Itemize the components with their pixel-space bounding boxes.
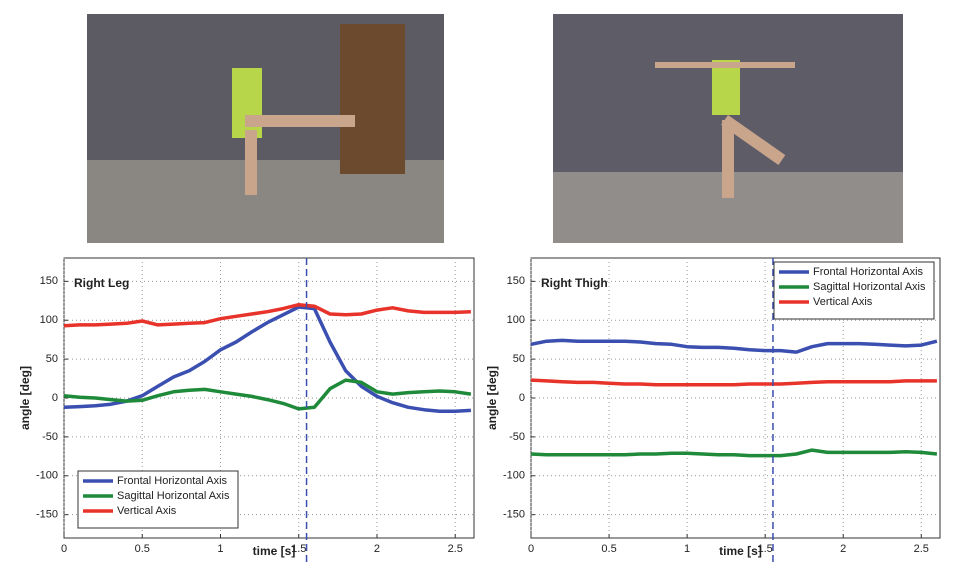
- legend-label: Frontal Horizontal Axis: [117, 475, 228, 487]
- y-tick-label: 0: [519, 392, 525, 404]
- person-shirt: [232, 68, 262, 138]
- y-tick-label: 100: [40, 314, 58, 326]
- x-tick-label: 0.5: [135, 543, 150, 555]
- chart: -150 -100 -50 0 50 100 150 0 0.5 1 1.5 2 2.5 time [s]…: [485, 257, 941, 563]
- legend-label: Sagittal Horizontal Axis: [117, 490, 230, 502]
- legend-label: Frontal Horizontal Axis: [813, 266, 924, 278]
- legend-label: Vertical Axis: [813, 296, 873, 308]
- y-tick-label: 100: [507, 314, 525, 326]
- data-line: [530, 378, 937, 387]
- x-tick-label: 1: [684, 543, 690, 555]
- data-line: [63, 378, 472, 411]
- y-tick-label: -100: [503, 470, 525, 482]
- x-tick-label: 0: [528, 543, 534, 555]
- legend-label: Sagittal Horizontal Axis: [813, 281, 926, 293]
- data-line: [530, 338, 938, 354]
- photo-right: [553, 14, 903, 243]
- person-arms: [655, 62, 795, 68]
- y-tick-label: -150: [503, 509, 525, 521]
- y-tick-label: 150: [40, 275, 58, 287]
- x-tick-label: 2: [374, 543, 380, 555]
- person-leg: [245, 115, 355, 127]
- y-tick-label: -100: [36, 470, 58, 482]
- data-line: [530, 448, 938, 458]
- person-leg: [245, 130, 257, 195]
- y-tick-label: 0: [52, 392, 58, 404]
- y-tick-label: 150: [507, 275, 525, 287]
- x-tick-label: 1.5: [291, 543, 306, 555]
- x-tick-label: 0.5: [601, 543, 616, 555]
- x-tick-label: 2: [840, 543, 846, 555]
- x-tick-label: 1: [217, 543, 223, 555]
- x-tick-label: 0: [61, 543, 67, 555]
- photo-left: [87, 14, 444, 243]
- annotation: Right Leg: [74, 276, 129, 290]
- legend-label: Vertical Axis: [117, 505, 177, 517]
- data-line: [63, 302, 471, 328]
- x-tick-label: 2.5: [914, 543, 929, 555]
- y-tick-label: 50: [513, 353, 525, 365]
- y-tick-label: -150: [36, 509, 58, 521]
- x-axis-label: time [s]: [253, 544, 296, 558]
- y-axis-label: angle [deg]: [18, 366, 32, 430]
- x-axis-label: time [s]: [719, 544, 762, 558]
- annotation: Right Thigh: [541, 276, 608, 290]
- person-shirt: [712, 60, 740, 115]
- x-tick-label: 2.5: [448, 543, 463, 555]
- person-leg: [722, 120, 734, 198]
- y-tick-label: -50: [509, 431, 525, 443]
- x-tick-label: 1.5: [758, 543, 773, 555]
- chart: -150 -100 -50 0 50 100 150 0 0.5 1 1.5 2 2.5 time [s]…: [18, 257, 475, 563]
- y-axis-label: angle [deg]: [485, 366, 499, 430]
- y-tick-label: 50: [46, 353, 58, 365]
- y-tick-label: -50: [42, 431, 58, 443]
- person-leg: [721, 114, 786, 165]
- shelf: [340, 24, 405, 174]
